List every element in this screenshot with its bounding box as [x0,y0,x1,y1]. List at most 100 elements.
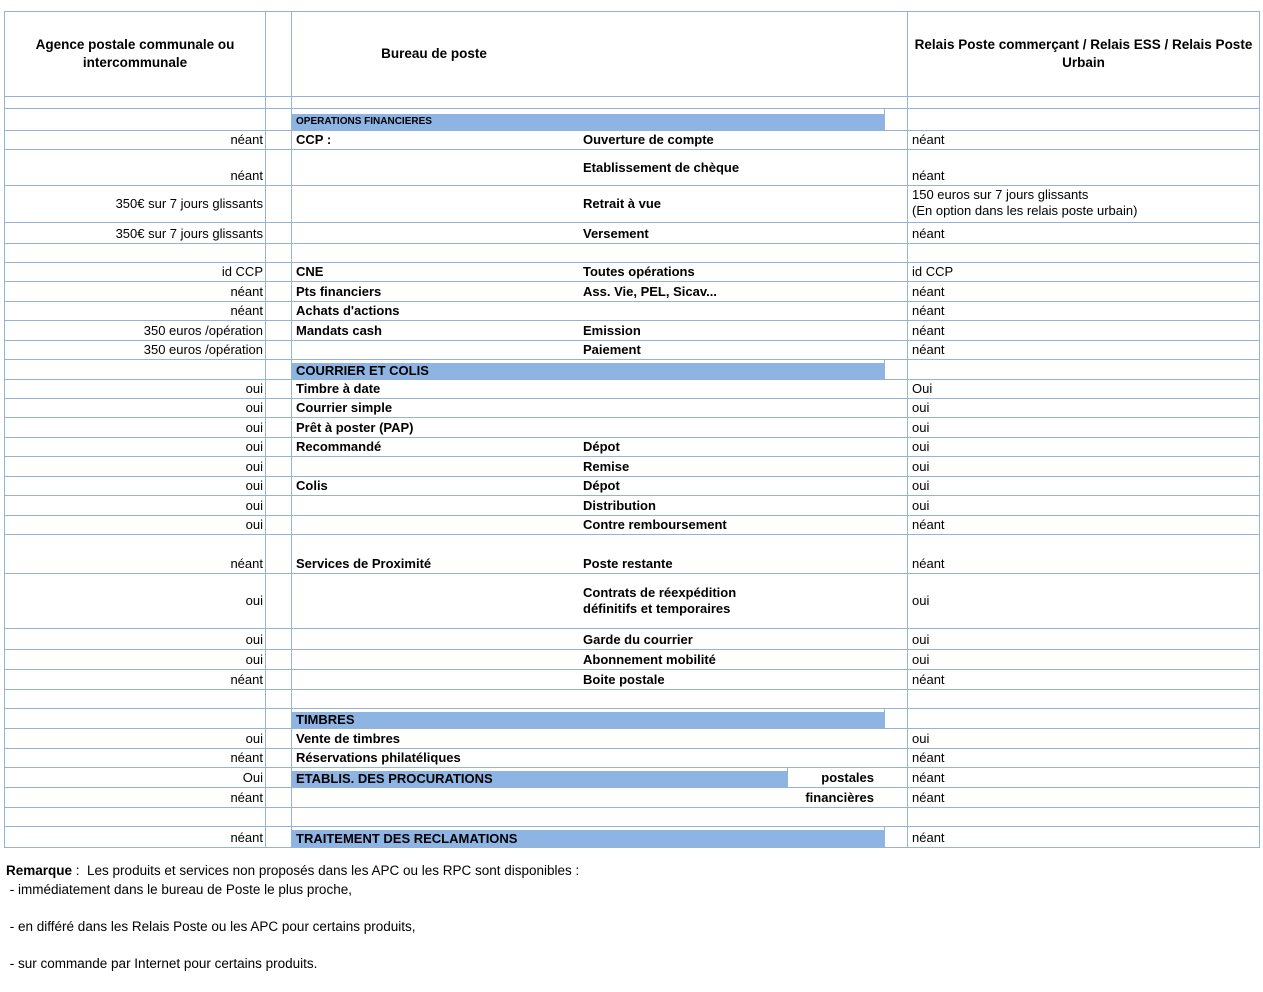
relais-value-cell: néant [912,517,945,532]
section-row: TIMBRES [5,709,1259,729]
services-table: Agence postale communale ou intercommuna… [4,11,1260,848]
service-cell: Contrats de réexpédition définitifs et t… [292,574,908,628]
apc-value-cell: néant [5,535,266,573]
gap-cell [266,690,292,708]
service-label: Ouverture de compte [583,132,714,147]
gap-cell [266,457,292,476]
apc-value-cell [5,808,266,826]
gap-cell [885,360,908,379]
apc-value-cell: oui [5,477,266,495]
service-cell [292,808,908,826]
service-label [576,97,788,108]
gap-cell [266,650,292,669]
category-label: Réservations philatéliques [296,750,461,765]
apc-value-cell: Oui [5,768,266,787]
section-bar: TRAITEMENT DES RECLAMATIONS [292,830,884,847]
service-cell: Garde du courrier [292,629,908,649]
service-label [576,808,788,826]
apc-value-cell: oui [5,438,266,456]
apc-value-cell [5,244,266,262]
table-row: néant Boite postale néant [5,670,1259,690]
service-label: Toutes opérations [583,264,695,279]
service-label: Dépot [583,478,620,493]
apc-value-cell: néant [5,788,266,807]
service-cell: Recommandé Dépot [292,438,908,456]
service-label: Etablissement de chèque [583,159,740,175]
apc-value-cell: oui [5,574,266,628]
service-cell [292,97,908,108]
spacer-row [5,808,1259,827]
service-cell: Mandats cash Emission [292,321,908,340]
section-row: Oui ETABLIS. DES PROCURATIONS postales néan… [5,768,1259,788]
section-label: TRAITEMENT DES RECLAMATIONS [296,830,518,846]
apc-value-cell: oui [5,650,266,669]
category-label [292,244,576,262]
relais-value-cell: néant [912,168,945,183]
table-row: néant financières néant [5,788,1259,808]
category-label: Vente de timbres [296,731,401,746]
service-cell: Prêt à poster (PAP) [292,418,908,437]
service-cell: Contre remboursement [292,516,908,534]
table-row: oui Recommandé Dépot oui [5,438,1259,457]
service-cell: Boite postale [292,670,908,689]
table-row: oui Contrats de réexpédition définitifs e… [5,574,1259,629]
table-row: néant CCP : Ouverture de compte néant [5,131,1259,150]
relais-value-cell [908,244,1259,262]
service-cell: Achats d'actions [292,302,908,320]
gap-cell [266,438,292,456]
service-label: Versement [583,226,649,241]
table-row: oui Courrier simple oui [5,399,1259,418]
relais-value-cell: néant [912,672,945,687]
gap-cell [266,150,292,185]
gap-cell [266,282,292,301]
apc-value-cell: néant [5,150,266,185]
relais-value-cell: néant [912,132,945,147]
service-cell: Timbre à date [292,380,908,398]
service-label: Contre remboursement [583,517,727,532]
apc-value-cell: oui [5,729,266,748]
relais-value-cell [908,109,1259,130]
gap-cell [266,97,292,108]
table-row: id CCP CNE Toutes opérations id CCP [5,263,1259,282]
procuration-type-cell: financières [805,790,874,805]
section-row: COURRIER ET COLIS [5,360,1259,380]
service-label [576,399,788,417]
apc-value-cell [5,97,266,108]
category-label: Services de Proximité [296,556,432,571]
gap-cell [266,477,292,495]
gap-cell [266,399,292,417]
category-label: Timbre à date [296,381,381,396]
service-label: Ass. Vie, PEL, Sicav... [583,284,717,299]
section-bar-cell: ETABLIS. DES PROCURATIONS [292,768,788,787]
header-apc: Agence postale communale ou intercommuna… [5,12,266,96]
relais-value-cell: néant [912,830,945,845]
category-label [292,223,576,243]
service-cell: Remise [292,457,908,476]
relais-value-cell: 150 euros sur 7 jours glissants (En opti… [912,187,1138,218]
gap-cell [885,109,908,130]
table-row: oui Distribution oui [5,496,1259,516]
apc-value-cell: oui [5,629,266,649]
service-label: Abonnement mobilité [583,652,716,667]
relais-value-cell: néant [912,226,945,241]
table-row: oui Remise oui [5,457,1259,477]
spacer-row [5,244,1259,263]
section-bar: OPERATIONS FINANCIERES [292,114,884,130]
spacer-row [5,97,1259,109]
category-label: Courrier simple [296,400,393,415]
apc-value-cell [5,709,266,728]
service-cell: Etablissement de chèque [292,150,908,185]
category-label [292,670,576,689]
procuration-type-cell: postales [788,768,908,787]
category-label [292,516,576,534]
service-label: Remise [583,459,630,474]
gap-cell [266,321,292,340]
relais-value-cell: id CCP [912,264,954,279]
category-label [292,788,576,807]
service-label [576,690,788,708]
relais-value-cell: Oui [912,381,933,396]
category-label [292,574,576,628]
service-cell: Retrait à vue [292,186,908,222]
service-label: Paiement [583,342,641,357]
table-row: 350€ sur 7 jours glissants Versement néant [5,223,1259,244]
